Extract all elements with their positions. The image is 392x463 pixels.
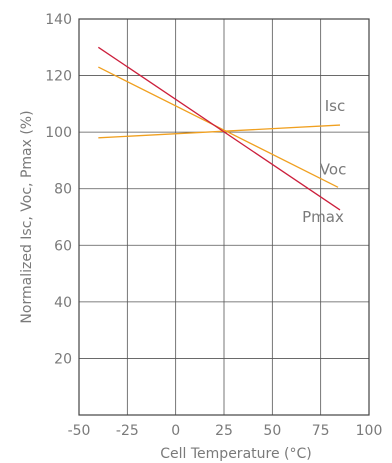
x-tick-label: 25 — [215, 423, 233, 439]
y-tick-label: 120 — [45, 69, 72, 85]
y-axis-label: Normalized Isc, Voc, Pmax (%) — [19, 110, 35, 323]
series-label-pmax: Pmax — [302, 208, 344, 226]
x-tick-label: 50 — [263, 423, 281, 439]
y-ticks: 20 40 60 80 100 120 140 — [45, 12, 72, 367]
series-line-pmax — [97, 46, 341, 211]
x-tick-label: 0 — [171, 423, 180, 439]
x-ticks: -50 -25 0 25 50 75 100 — [68, 423, 383, 439]
y-tick-label: 20 — [54, 351, 72, 367]
x-tick-label: -50 — [68, 423, 91, 439]
y-tick-label: 80 — [54, 182, 72, 198]
series-line-isc — [98, 124, 341, 139]
series-label-isc: Isc — [325, 97, 346, 115]
series-labels: Isc Voc Pmax — [302, 97, 346, 226]
x-tick-label: 100 — [356, 423, 383, 439]
y-tick-label: 60 — [54, 238, 72, 254]
series-label-voc: Voc — [320, 160, 347, 178]
y-tick-label: 100 — [45, 125, 72, 141]
plot-frame — [78, 18, 370, 416]
y-tick-label: 140 — [45, 12, 72, 28]
y-tick-label: 40 — [54, 295, 72, 311]
series-lines — [97, 46, 341, 211]
x-tick-label: 75 — [312, 423, 330, 439]
x-axis-label: Cell Temperature (°C) — [160, 446, 311, 462]
x-tick-label: -25 — [116, 423, 139, 439]
grid — [79, 19, 369, 415]
